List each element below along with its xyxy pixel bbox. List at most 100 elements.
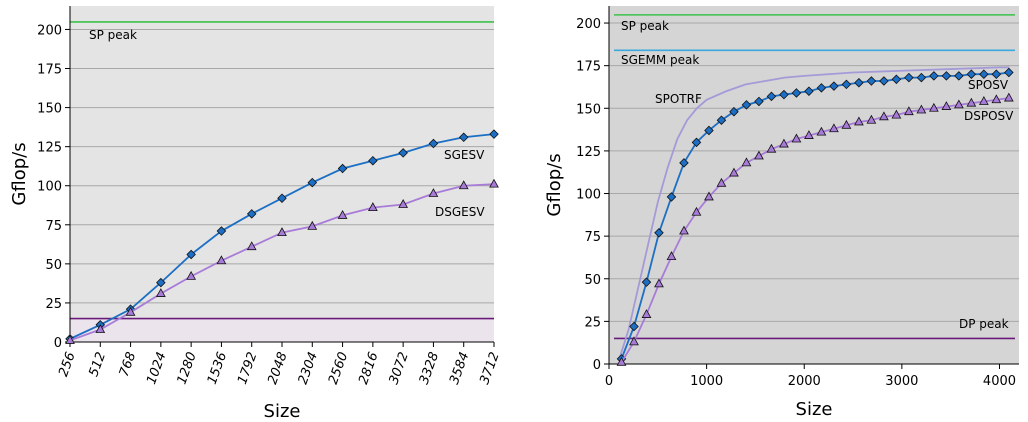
dsposv-point bbox=[891, 109, 902, 119]
dsgesv-point bbox=[186, 270, 197, 280]
sposv-point bbox=[954, 71, 964, 81]
dsposv-point bbox=[641, 309, 652, 318]
sposv-point bbox=[941, 71, 952, 81]
sposv-point bbox=[766, 91, 777, 102]
sposv-point bbox=[704, 125, 714, 136]
x-tick-label: 768 bbox=[117, 350, 140, 378]
spotrf-line bbox=[617, 66, 1010, 361]
dsgesv-point bbox=[95, 324, 106, 333]
sposv-point bbox=[691, 137, 702, 148]
x-tick-label: 2560 bbox=[326, 350, 351, 386]
x-tick-label: 256 bbox=[56, 350, 79, 378]
dsposv-point bbox=[804, 130, 814, 139]
sposv-point bbox=[816, 83, 827, 93]
y-tick-label: 200 bbox=[37, 23, 62, 38]
x-tick-label: 1280 bbox=[174, 350, 199, 386]
dsposv-point bbox=[729, 167, 739, 177]
y-axis-label: Gflop/s bbox=[9, 142, 30, 205]
sgesv-point bbox=[398, 148, 408, 158]
y-tick-label: 25 bbox=[45, 297, 62, 312]
spotrf-label: SPOTRF bbox=[655, 92, 702, 106]
dsgesv-point bbox=[337, 209, 348, 219]
sposv-point bbox=[754, 96, 764, 107]
x-tick-label: 2304 bbox=[296, 350, 321, 386]
x-tick-label: 1536 bbox=[205, 350, 230, 386]
dsgesv-point bbox=[307, 220, 318, 230]
sposv-point bbox=[891, 74, 902, 85]
dsgesv-point bbox=[246, 241, 257, 251]
sposv-point bbox=[854, 77, 864, 88]
sgesv-point bbox=[428, 138, 439, 149]
y-tick-label: 100 bbox=[37, 180, 62, 195]
x-tick-label: 2816 bbox=[356, 350, 381, 386]
dp-peak-label: DP peak bbox=[959, 317, 1009, 331]
sgesv-point bbox=[186, 249, 196, 260]
dsposv-point bbox=[704, 191, 714, 201]
sposv-point bbox=[741, 100, 752, 110]
dsposv-point bbox=[941, 101, 952, 110]
x-tick-label: 1024 bbox=[144, 350, 169, 386]
sgemm-peak-label: SGEMM peak bbox=[621, 53, 699, 67]
y-tick-label: 0 bbox=[593, 358, 601, 373]
dsposv-point bbox=[829, 123, 839, 133]
sposv-point bbox=[804, 86, 814, 97]
dsposv-point bbox=[866, 114, 877, 124]
dsposv-point bbox=[841, 119, 852, 129]
dsposv-point bbox=[741, 157, 752, 167]
chart-left: 0 25 50 75 100 125 150 175 200 SP peak 256 512 768 10… bbox=[9, 6, 503, 422]
y-tick-label: 50 bbox=[584, 273, 601, 288]
dp-peak-band bbox=[70, 318, 494, 342]
x-tick-label: 3712 bbox=[477, 350, 502, 386]
y-tick-label: 50 bbox=[45, 258, 62, 273]
dsgesv-point bbox=[277, 227, 287, 237]
sposv-point bbox=[929, 71, 939, 81]
dsgesv-point bbox=[65, 335, 75, 344]
dsposv-point bbox=[616, 356, 627, 366]
sgesv-point bbox=[307, 177, 318, 188]
dsposv-point bbox=[779, 138, 789, 148]
y-axis-label: Gflop/s bbox=[544, 153, 565, 216]
sposv-point bbox=[979, 69, 989, 79]
sgesv-point bbox=[368, 155, 378, 166]
x-tick-label: 4000 bbox=[983, 374, 1016, 389]
dsgesv-point bbox=[155, 288, 166, 297]
x-tick-label: 3000 bbox=[885, 374, 918, 389]
sposv-point bbox=[841, 79, 852, 90]
dsposv-point bbox=[754, 150, 764, 160]
dsposv-label: DSPOSV bbox=[964, 109, 1014, 123]
dsposv-point bbox=[854, 116, 864, 126]
dsposv-point bbox=[791, 133, 802, 143]
dsposv-point bbox=[679, 225, 689, 235]
dsposv-point bbox=[879, 111, 889, 121]
x-axis-label: Size bbox=[796, 399, 833, 420]
dsposv-point bbox=[691, 206, 702, 216]
sgesv-point bbox=[216, 226, 227, 236]
y-tick-label: 75 bbox=[584, 230, 601, 245]
dsgesv-point bbox=[458, 180, 469, 190]
sgesv-point bbox=[489, 129, 499, 139]
dsposv-point bbox=[766, 143, 777, 153]
sposv-point bbox=[966, 69, 977, 79]
y-tick-label: 100 bbox=[576, 188, 601, 203]
sposv-point bbox=[904, 72, 914, 83]
x-tick-label: 3328 bbox=[417, 350, 442, 386]
sposv-point bbox=[716, 115, 727, 125]
sposv-point bbox=[866, 76, 877, 86]
dsposv-point bbox=[953, 99, 964, 109]
x-tick-label: 0 bbox=[605, 374, 613, 389]
dsposv-point bbox=[928, 102, 939, 112]
dsgesv-point bbox=[428, 188, 439, 197]
x-tick-label: 3584 bbox=[447, 350, 472, 386]
y-tick-label: 75 bbox=[45, 219, 62, 234]
x-tick-label: 2000 bbox=[788, 374, 821, 389]
dsposv-point bbox=[978, 96, 989, 105]
dsgesv-point bbox=[398, 199, 409, 208]
chart-right: 0 25 50 75 100 125 150 175 200 SP peak SGEMM peak D… bbox=[544, 6, 1019, 420]
dsposv-point bbox=[916, 104, 927, 114]
x-tick-label: 512 bbox=[86, 350, 109, 378]
dsposv-point bbox=[904, 106, 914, 116]
dsgesv-label: DSGESV bbox=[435, 205, 485, 219]
sposv-point bbox=[666, 192, 677, 202]
sgesv-point bbox=[246, 209, 257, 219]
sgesv-point bbox=[277, 193, 287, 203]
